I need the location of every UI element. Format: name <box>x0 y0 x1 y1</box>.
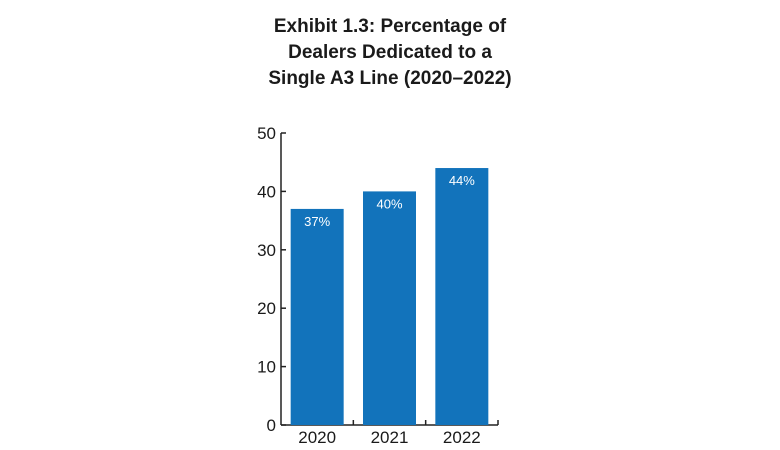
y-tick-label: 30 <box>257 241 276 260</box>
x-tick-label: 2020 <box>298 428 336 447</box>
chart-title-line-3: Single A3 Line (2020–2022) <box>268 68 512 89</box>
chart-title-line-1: Exhibit 1.3: Percentage of <box>273 16 507 37</box>
y-tick-label: 20 <box>257 299 276 318</box>
y-tick-label: 0 <box>267 416 276 435</box>
bar-2020 <box>290 208 344 425</box>
data-label: 44% <box>449 173 475 188</box>
x-tick-label: 2022 <box>443 428 481 447</box>
bar-2021 <box>363 191 416 425</box>
chart-title-line-2: Dealers Dedicated to a <box>288 42 492 63</box>
data-label: 37% <box>304 214 330 229</box>
bar-2022 <box>435 168 489 426</box>
y-tick-label: 10 <box>257 358 276 377</box>
data-label: 40% <box>376 196 402 211</box>
y-tick-label: 50 <box>257 124 276 143</box>
y-tick-label: 40 <box>257 182 276 201</box>
x-tick-label: 2021 <box>371 428 409 447</box>
chart-title: Exhibit 1.3: Percentage of Dealers Dedic… <box>190 14 590 92</box>
